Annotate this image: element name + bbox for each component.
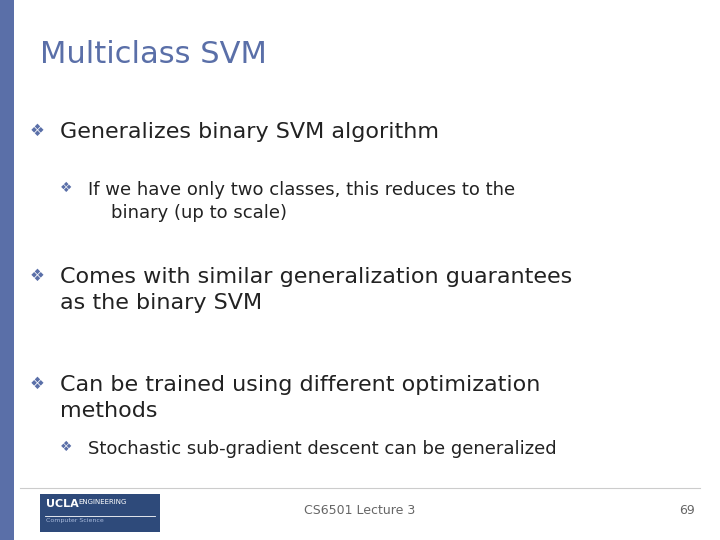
Text: Computer Science: Computer Science bbox=[46, 517, 104, 523]
Bar bbox=[40, 494, 160, 532]
Text: Can be trained using different optimization
methods: Can be trained using different optimizat… bbox=[60, 375, 541, 421]
Text: CS6501 Lecture 3: CS6501 Lecture 3 bbox=[305, 503, 415, 516]
Text: Comes with similar generalization guarantees
as the binary SVM: Comes with similar generalization guaran… bbox=[60, 267, 572, 313]
Text: UCLA: UCLA bbox=[46, 499, 78, 509]
Text: ❖: ❖ bbox=[60, 181, 73, 195]
Text: ❖: ❖ bbox=[60, 440, 73, 454]
Text: Multiclass SVM: Multiclass SVM bbox=[40, 40, 267, 69]
Text: Stochastic sub-gradient descent can be generalized: Stochastic sub-gradient descent can be g… bbox=[88, 440, 557, 458]
Text: ❖: ❖ bbox=[30, 122, 45, 139]
Text: ENGINEERING: ENGINEERING bbox=[78, 499, 127, 505]
Text: ❖: ❖ bbox=[30, 267, 45, 285]
Text: Generalizes binary SVM algorithm: Generalizes binary SVM algorithm bbox=[60, 122, 439, 141]
Text: If we have only two classes, this reduces to the
    binary (up to scale): If we have only two classes, this reduce… bbox=[88, 181, 515, 222]
Bar bbox=[0, 0, 14, 540]
Text: 69: 69 bbox=[679, 503, 695, 516]
Text: ❖: ❖ bbox=[30, 375, 45, 393]
